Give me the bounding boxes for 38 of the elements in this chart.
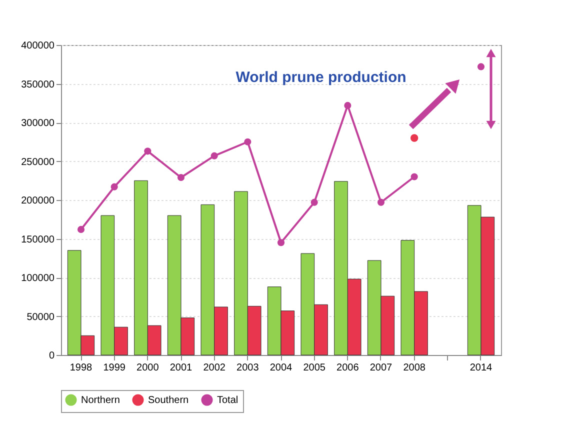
- x-tick-label: 2005: [303, 362, 326, 374]
- point: [410, 134, 418, 142]
- point: [377, 198, 385, 206]
- x-tick-label: 2014: [470, 362, 493, 374]
- point: [410, 173, 418, 180]
- y-tick-label: 150000: [21, 234, 55, 246]
- point: [277, 239, 285, 246]
- y-tick-label: 350000: [21, 79, 55, 90]
- point: [77, 226, 85, 233]
- x-tick-label: 2001: [170, 362, 193, 374]
- x-tick-label: 2008: [403, 362, 426, 374]
- x-tick-label: 2007: [370, 362, 393, 374]
- x-tick-label: 2000: [136, 362, 160, 374]
- y-tick-label: 400000: [21, 40, 55, 52]
- x-tick-label: 1999: [103, 362, 126, 374]
- legend-label: Northern: [81, 395, 120, 406]
- point: [344, 102, 352, 109]
- y-tick-label: 250000: [21, 156, 55, 168]
- point: [310, 198, 318, 206]
- y-tick-label: 100000: [21, 273, 55, 284]
- point: [177, 174, 185, 182]
- y-tick-label: 0: [48, 350, 55, 362]
- y-tick-label: 50000: [26, 312, 55, 323]
- point: [477, 63, 485, 70]
- point: [244, 138, 252, 146]
- x-tick-label: 2004: [270, 362, 293, 374]
- point: [210, 152, 218, 160]
- legend-label: Southern: [148, 395, 189, 406]
- text: World prune production: [236, 69, 406, 86]
- y-tick-label: 200000: [21, 196, 55, 206]
- y-tick-label: 300000: [21, 118, 55, 129]
- x-tick-label: 2006: [336, 362, 360, 374]
- x-tick-label: 1998: [70, 362, 93, 374]
- point: [144, 148, 152, 155]
- legend-label: Total: [217, 395, 238, 406]
- point: [110, 183, 118, 190]
- x-tick-label: 2003: [236, 362, 260, 374]
- x-tick-label: 2002: [203, 362, 226, 374]
